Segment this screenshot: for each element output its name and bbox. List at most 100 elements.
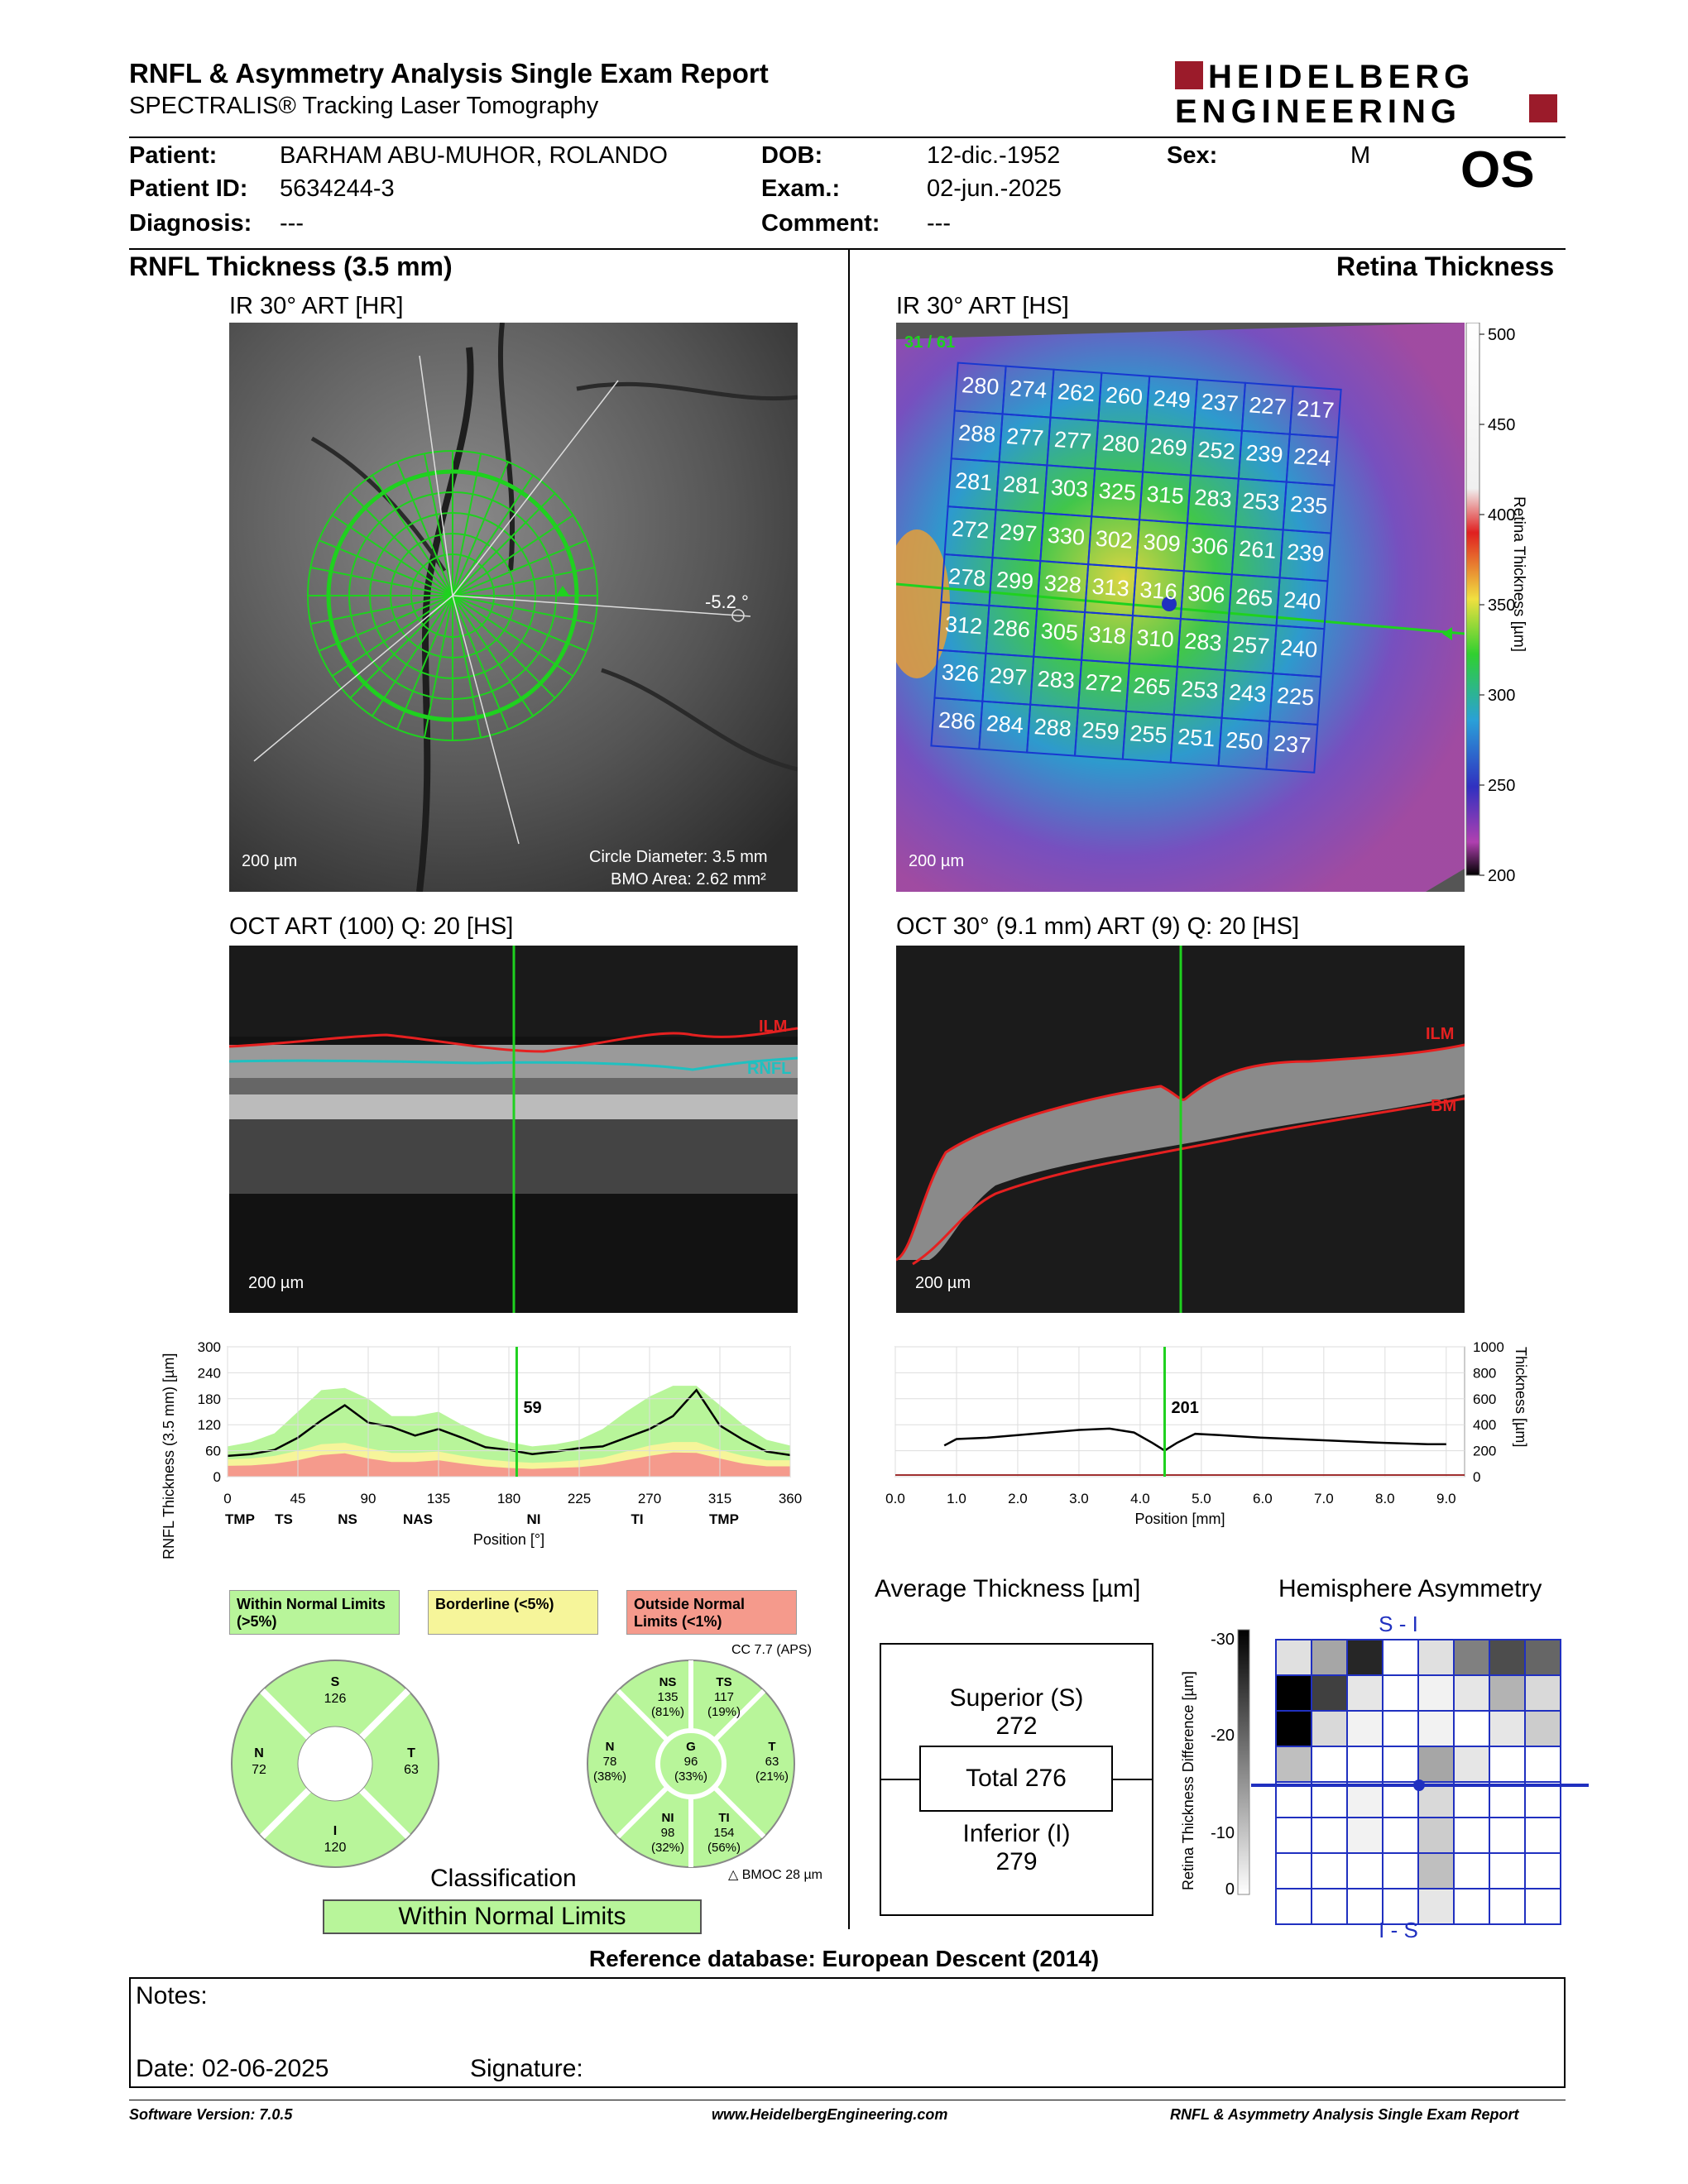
rnfl-xtick: 180	[497, 1491, 520, 1506]
footer-url[interactable]: www.HeidelbergEngineering.com	[712, 2106, 948, 2123]
rnfl-xtick: 315	[708, 1491, 731, 1506]
exam-value: 02-jun.-2025	[927, 175, 1062, 202]
notes-label: Notes:	[136, 1982, 208, 2009]
reference-database: Reference database: European Descent (20…	[588, 1946, 1100, 1971]
thickness-cell-value: 305	[1040, 618, 1079, 645]
asymmetry-grid: -30 -20 -10 0 Retina Thickness Difference […	[1180, 1613, 1589, 1942]
sex-value: M	[1350, 142, 1371, 169]
oct-right-scalebar: 200 µm	[915, 1274, 971, 1292]
asymmetry-cell	[1311, 1817, 1348, 1854]
rnfl-sector-label: TMP	[225, 1511, 255, 1527]
rnfl-xtick: 270	[638, 1491, 661, 1506]
rnfl-sector-label: NAS	[403, 1511, 433, 1527]
rnfl-xtick: 360	[779, 1491, 802, 1506]
comment-label: Comment:	[761, 210, 880, 237]
asymmetry-cell	[1275, 1817, 1312, 1854]
svg-text:135: 135	[657, 1690, 678, 1704]
thickness-cell-value: 325	[1098, 478, 1137, 505]
diagnosis-value: ---	[280, 210, 304, 237]
thickness-cell-value: 283	[1037, 666, 1076, 693]
ir-right-title: IR 30° ART [HS]	[896, 293, 1069, 319]
quadrant-s: S	[331, 1675, 340, 1689]
oct-right-bm: BM	[1431, 1097, 1456, 1115]
sector-pie: NS 135 (81%) TS 117 (19%) N 78 (38%) G 9…	[587, 1660, 795, 1868]
thickness-cell-value: 224	[1292, 443, 1331, 471]
svg-text:154: 154	[713, 1826, 734, 1840]
asymmetry-cell	[1346, 1817, 1383, 1854]
thickness-cell-value: 306	[1187, 581, 1225, 608]
retina-xtick: 9.0	[1436, 1491, 1456, 1506]
thickness-cell-value: 328	[1043, 571, 1082, 598]
legend-within: Within Normal Limits (>5%)	[229, 1590, 400, 1635]
asymmetry-cell	[1453, 1781, 1490, 1818]
svg-text:98: 98	[661, 1826, 675, 1840]
asymmetry-scale-tick: -20	[1211, 1727, 1235, 1745]
asymmetry-cell	[1346, 1781, 1383, 1818]
asymmetry-top-label: S - I	[1379, 1613, 1418, 1636]
rnfl-sector-label: NI	[527, 1511, 541, 1527]
rnfl-ytick: 180	[198, 1391, 221, 1407]
asymmetry-scale-tick: 0	[1225, 1880, 1235, 1899]
retina-xtick: 2.0	[1008, 1491, 1028, 1506]
total-rule-right	[1113, 1779, 1153, 1780]
thickness-cell-value: 284	[985, 711, 1024, 738]
slice-indicator: 31 / 61	[904, 333, 955, 352]
asymmetry-cell	[1453, 1888, 1490, 1925]
quadrant-s-value: 126	[324, 1692, 347, 1706]
oct-rnfl-bscan: ILM RNFL	[229, 946, 798, 1313]
thickness-cell-value: 237	[1201, 389, 1240, 416]
thickness-cell-value: 312	[944, 611, 983, 639]
asymmetry-cell	[1453, 1674, 1490, 1712]
rnfl-section-title: RNFL Thickness (3.5 mm)	[129, 251, 453, 281]
thickness-colorbar: 500 450 400 350 300 250 200 Retina Thickness […	[1465, 323, 1527, 885]
header-rule-top	[129, 136, 1566, 138]
oct-ilm-label: ILM	[759, 1018, 787, 1036]
rnfl-sector-label: TI	[631, 1511, 643, 1527]
colorbar-tick: 400	[1488, 506, 1515, 524]
ir-left-scalebar: 200 µm	[242, 852, 298, 870]
asymmetry-cell	[1382, 1639, 1419, 1676]
exam-label: Exam.:	[761, 175, 841, 202]
ir-fundus-image: -5.2 °	[229, 323, 798, 892]
oct-retina-bscan: ILM BM	[896, 946, 1465, 1313]
thickness-cell-value: 278	[947, 563, 986, 591]
thickness-cell-value: 261	[1238, 536, 1277, 563]
asymmetry-cell	[1489, 1781, 1526, 1818]
rnfl-cursor-value: 59	[523, 1399, 541, 1417]
ir-right-scalebar: 200 µm	[909, 852, 965, 870]
quadrant-i-value: 120	[324, 1841, 347, 1855]
rnfl-ylabel: RNFL Thickness (3.5 mm) [µm]	[161, 1353, 177, 1559]
signature-label: Signature:	[470, 2055, 583, 2082]
oct-rnfl-label: RNFL	[747, 1060, 791, 1078]
asymmetry-cell	[1382, 1746, 1419, 1783]
notes-box[interactable]	[129, 1977, 1566, 2088]
software-version: Software Version: 7.0.5	[129, 2106, 293, 2123]
asymmetry-cell	[1453, 1639, 1490, 1676]
asymmetry-cell	[1417, 1746, 1455, 1783]
eye-indicator: OS	[1460, 141, 1535, 199]
quadrant-t-value: 63	[404, 1763, 419, 1777]
colorbar-tick: 300	[1488, 687, 1515, 705]
asymmetry-bottom-label: I - S	[1379, 1918, 1418, 1942]
notes-date: Date: 02-06-2025	[136, 2055, 329, 2082]
thickness-cell-value: 281	[954, 468, 993, 496]
asymmetry-cell	[1275, 1746, 1312, 1783]
svg-text:HEIDELBERG: HEIDELBERG	[1208, 59, 1475, 95]
asymmetry-cell	[1524, 1888, 1561, 1925]
inferior-value: 279	[995, 1848, 1038, 1875]
asymmetry-cell	[1417, 1639, 1455, 1676]
thickness-cell-value: 297	[989, 663, 1028, 690]
average-thickness-title: Average Thickness [µm]	[875, 1575, 1141, 1602]
inferior-label: Inferior (I)	[962, 1820, 1071, 1847]
asymmetry-cell	[1417, 1817, 1455, 1854]
rnfl-xtick: 0	[223, 1491, 231, 1506]
asymmetry-scale-label: Retina Thickness Difference [µm]	[1180, 1671, 1196, 1890]
thickness-cell-value: 239	[1244, 440, 1283, 467]
rnfl-sector-label: TMP	[709, 1511, 739, 1527]
thickness-cell-value: 240	[1279, 635, 1318, 663]
total-value: Total 276	[919, 1746, 1113, 1812]
footer-report-name: RNFL & Asymmetry Analysis Single Exam Re…	[1170, 2106, 1519, 2123]
rnfl-xtick: 225	[568, 1491, 591, 1506]
asymmetry-cell	[1346, 1746, 1383, 1783]
thickness-cell-value: 315	[1146, 481, 1185, 509]
